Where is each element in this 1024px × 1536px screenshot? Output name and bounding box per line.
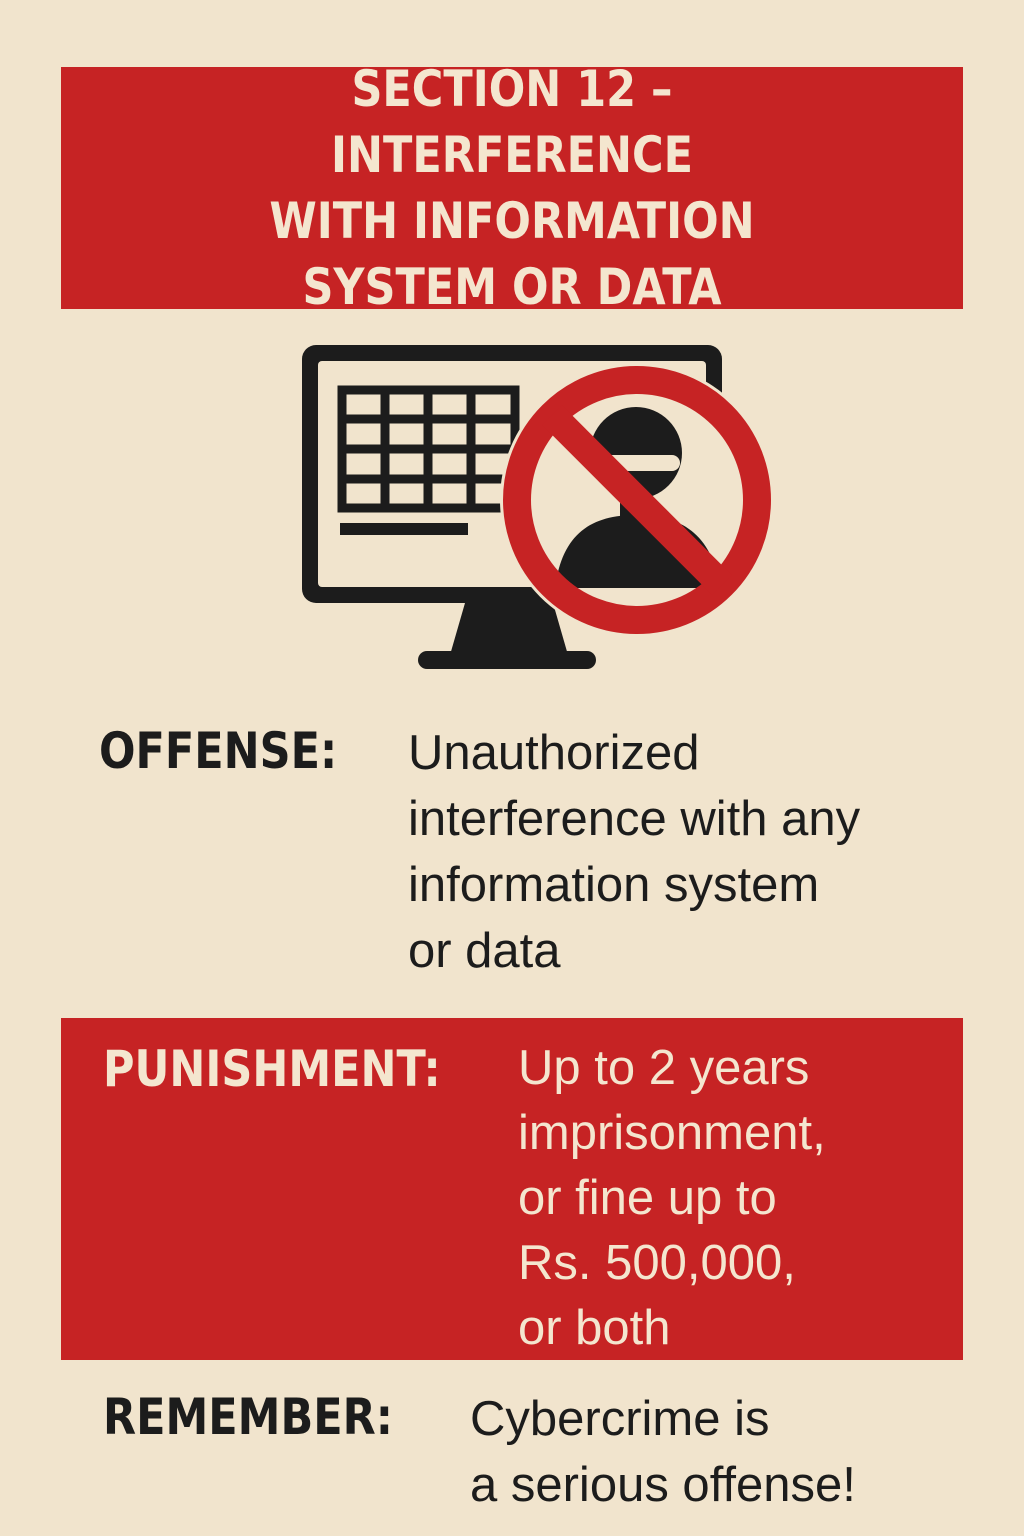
offense-label: OFFENSE: <box>99 722 338 780</box>
monitor-stand <box>450 603 568 655</box>
remember-message: Cybercrime is a serious offense! <box>470 1392 856 1512</box>
computer-with-prohibited-hacker-icon <box>300 343 774 673</box>
illustration-svg <box>302 345 774 669</box>
data-grid-icon <box>337 385 520 513</box>
data-line <box>340 523 468 535</box>
title-banner: SECTION 12 – INTERFERENCE WITH INFORMATI… <box>61 60 963 316</box>
punishment-panel: PUNISHMENT: Up to 2 years imprisonment, … <box>61 1018 963 1360</box>
monitor-base <box>418 651 596 669</box>
prohibition-ring <box>503 366 771 634</box>
page-title: SECTION 12 – INTERFERENCE WITH INFORMATI… <box>269 60 755 316</box>
prohibition-slash <box>542 405 732 595</box>
punishment-label: PUNISHMENT: <box>103 1040 441 1098</box>
remember-label: REMEMBER: <box>103 1388 393 1446</box>
punishment-description: Up to 2 years imprisonment, or fine up t… <box>518 1041 826 1355</box>
offense-description: Unauthorized interference with any infor… <box>408 726 861 978</box>
